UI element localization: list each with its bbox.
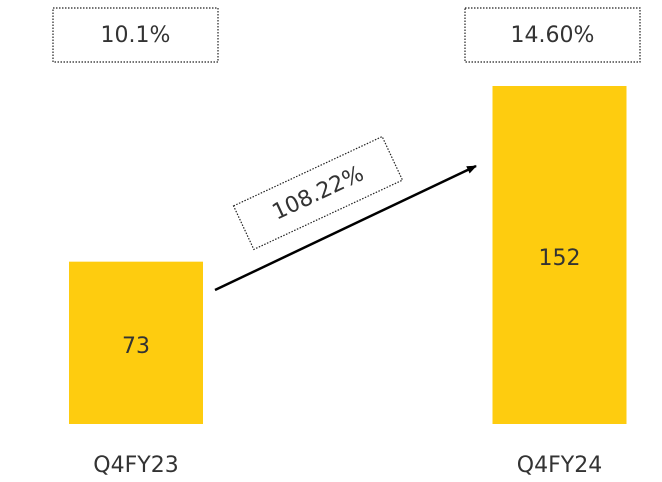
annotation-box [464, 7, 641, 63]
x-tick-label: Q4FY23 [93, 453, 178, 478]
bar [492, 86, 627, 424]
annotation-label: 14.60% [511, 23, 595, 48]
bar [69, 261, 203, 424]
value-label: 73 [122, 334, 150, 359]
x-tick-label: Q4FY24 [517, 453, 602, 478]
annotation-label: 10.1% [101, 23, 171, 48]
value-label: 152 [539, 246, 581, 271]
growth-callout: 108.22% [232, 135, 404, 251]
annotation-box [52, 7, 219, 63]
growth-arrow [214, 164, 477, 292]
